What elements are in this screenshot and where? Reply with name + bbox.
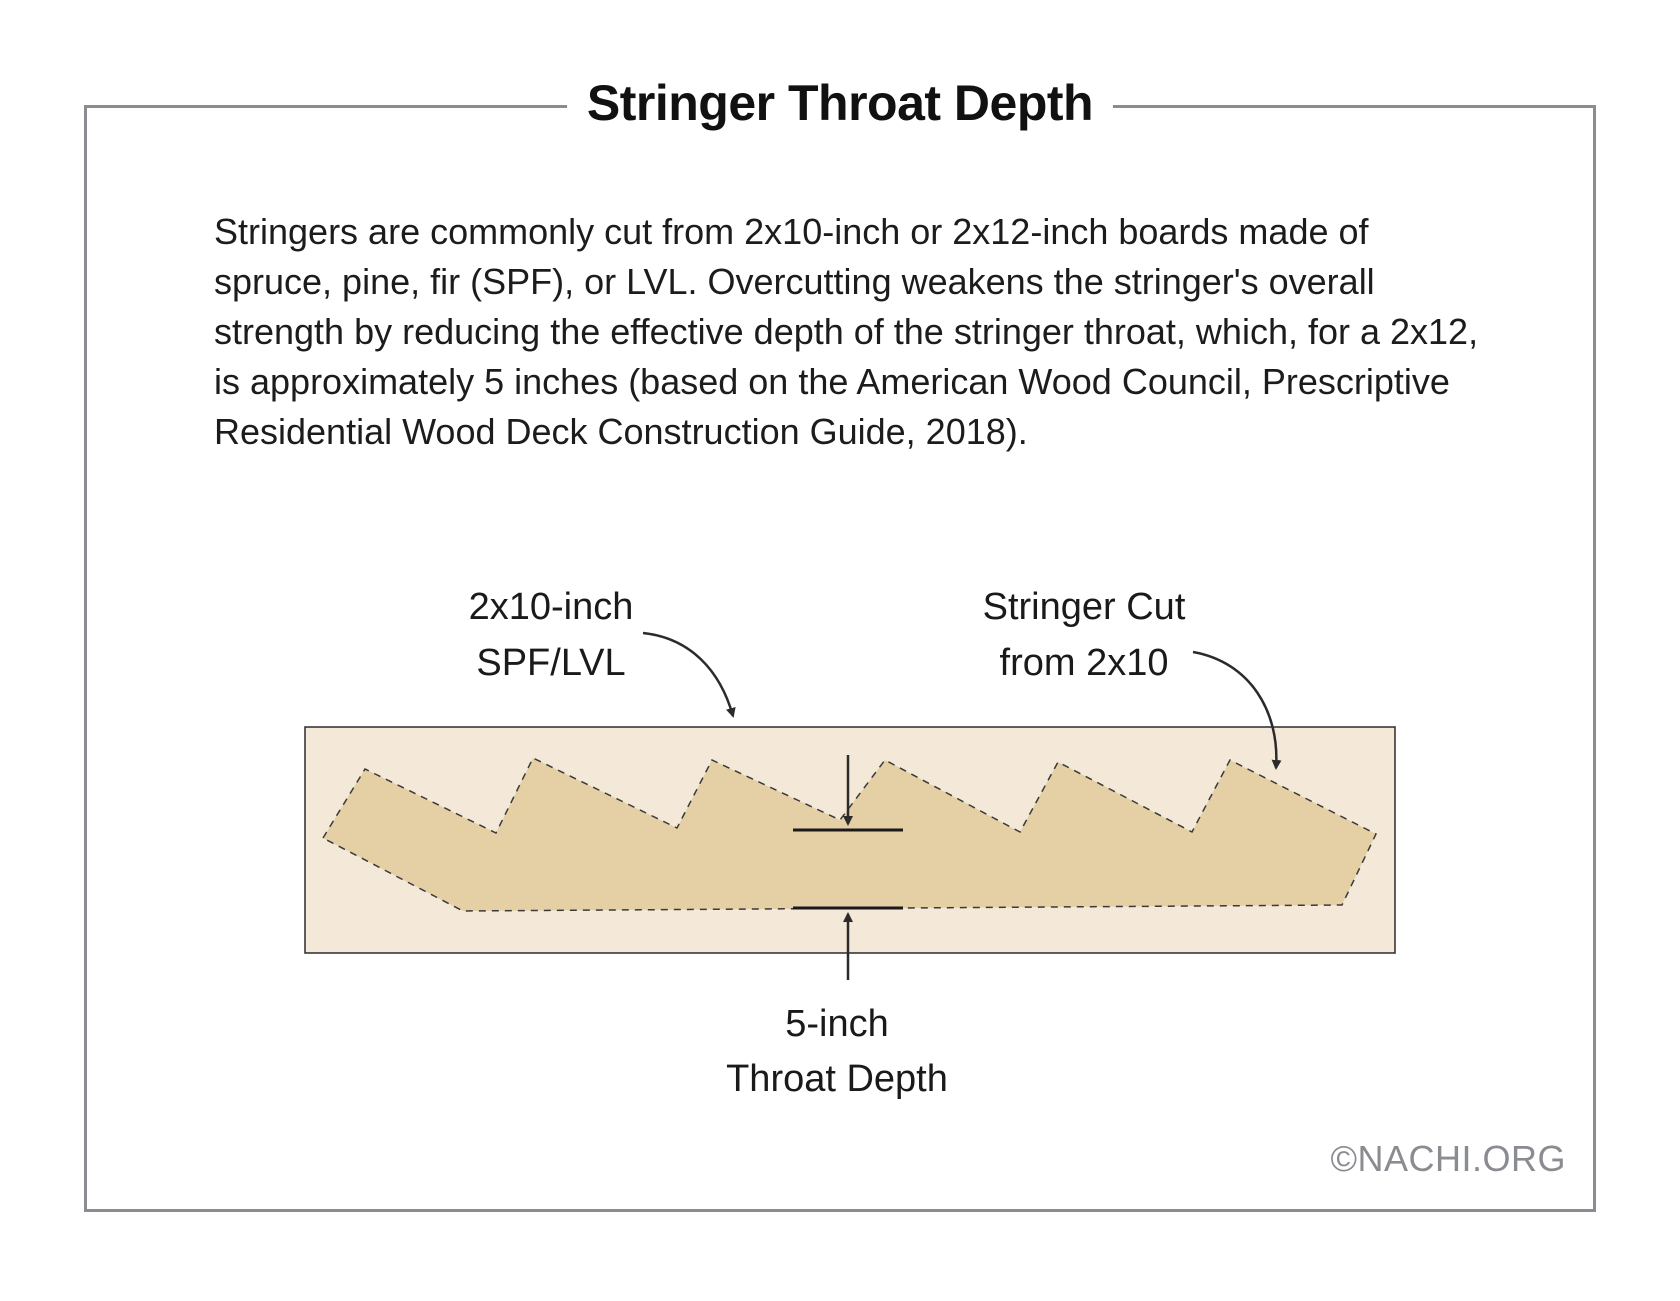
cut-label-arrow [1192,650,1282,770]
cut-label-line2: from 2x10 [1000,642,1169,684]
cut-label-line1: Stringer Cut [983,586,1186,628]
description-paragraph: Stringers are commonly cut from 2x10-inc… [214,211,1479,452]
throat-label-line1: 5-inch [785,1003,889,1045]
board-label-arrow [642,631,736,718]
copyright-text: ©NACHI.ORG [1330,1138,1566,1179]
board-label-line2: SPF/LVL [476,642,625,684]
board-label-line1: 2x10-inch [469,586,634,628]
throat-label-line2: Throat Depth [726,1058,948,1100]
stringer-cut-shape [321,756,1377,912]
